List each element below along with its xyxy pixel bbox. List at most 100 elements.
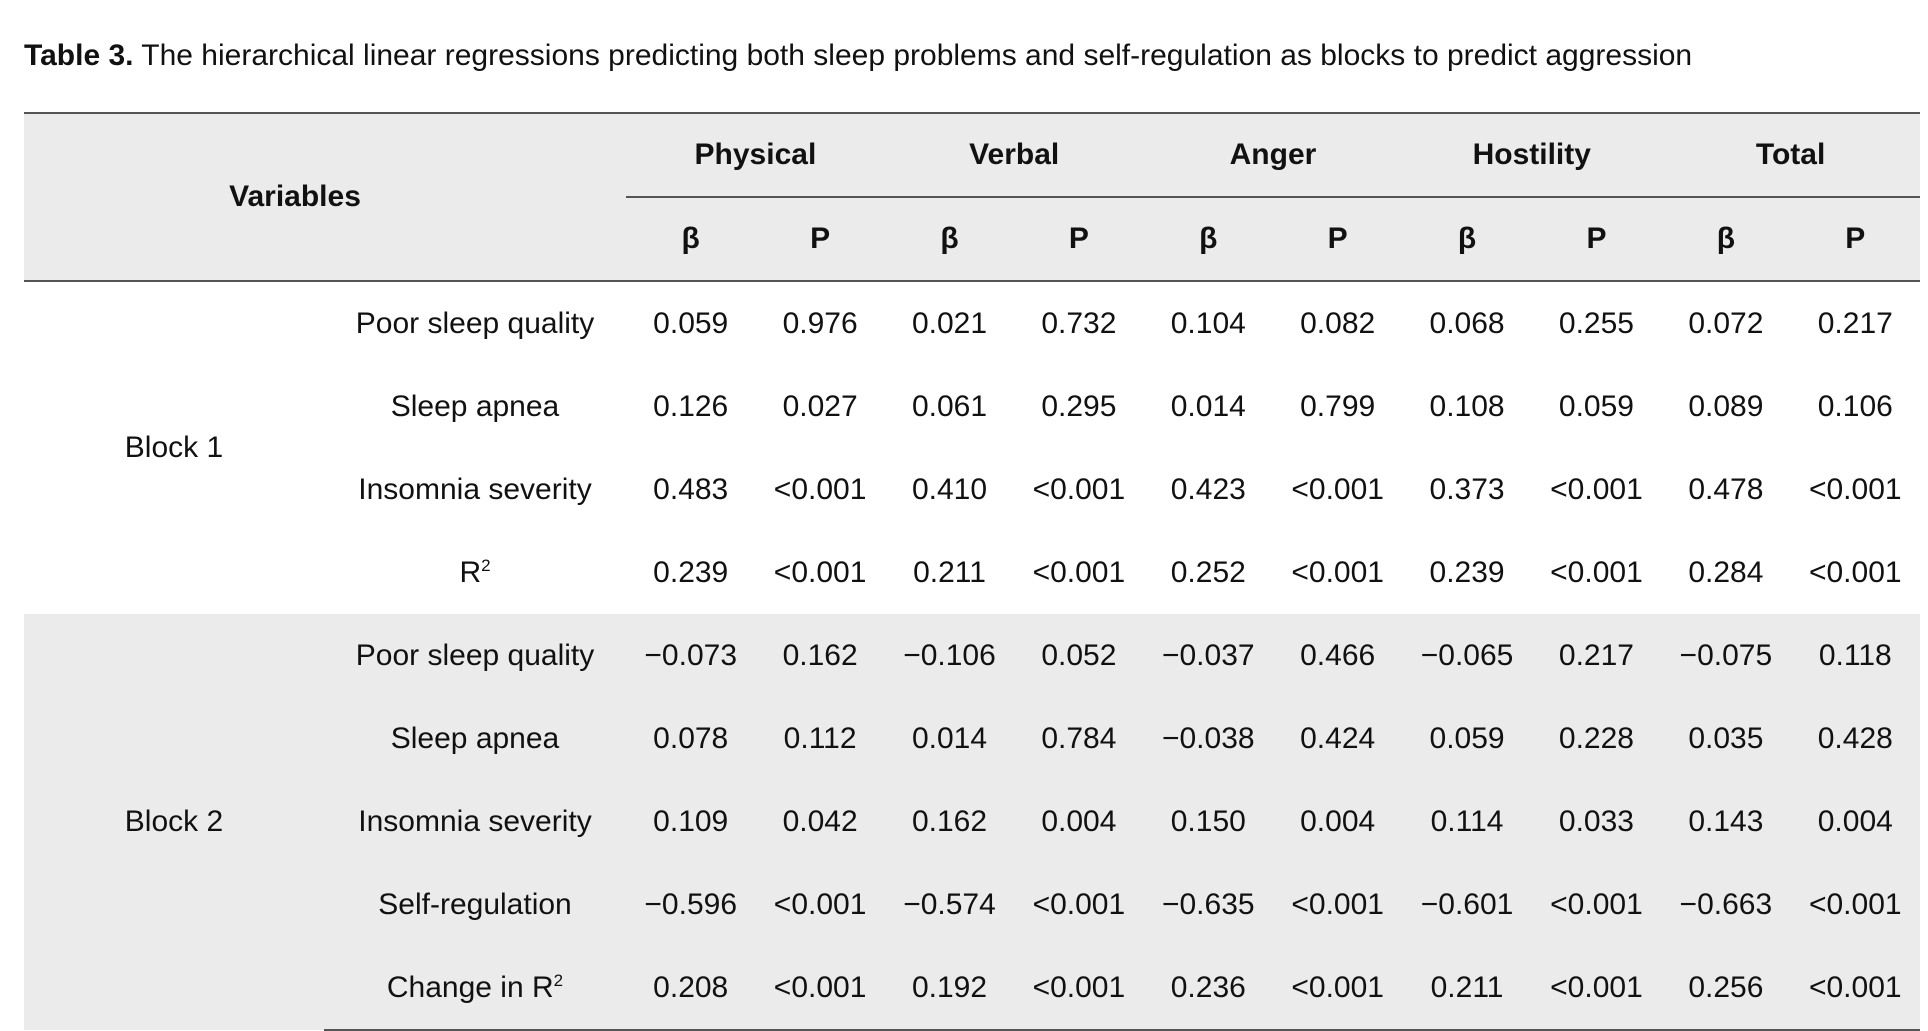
- beta-value: −0.106: [903, 638, 996, 672]
- regression-table: Variables Physical Verbal Anger Hostilit…: [24, 112, 1920, 1031]
- beta-value: 0.072: [1688, 306, 1764, 340]
- caption-text: The hierarchical linear regressions pred…: [133, 39, 1693, 72]
- table-row: Sleep apnea 0.126 0.027 0.061 0.295 0.014 0.79…: [24, 365, 1920, 448]
- p-value: <0.001: [773, 472, 867, 506]
- variable-label: Poor sleep quality: [324, 281, 626, 365]
- variable-name: Poor sleep quality: [355, 306, 595, 340]
- p-value: <0.001: [1808, 887, 1902, 921]
- beta-value: 0.373: [1429, 472, 1505, 506]
- table-caption: Table 3. The hierarchical linear regress…: [24, 34, 1904, 78]
- beta-header: β: [1457, 222, 1477, 255]
- variable-name: Sleep apnea: [390, 389, 560, 423]
- p-header: P: [1068, 222, 1089, 255]
- p-value: <0.001: [773, 555, 867, 589]
- p-value: 0.106: [1817, 389, 1893, 423]
- p-value: 0.799: [1300, 389, 1376, 423]
- p-value: 0.033: [1558, 804, 1634, 838]
- beta-value: −0.073: [644, 638, 737, 672]
- table-row: Block 1 Poor sleep quality 0.059 0.976 0.021…: [24, 281, 1920, 465]
- p-header: P: [1327, 222, 1348, 255]
- group-header-anger: Anger: [1143, 113, 1403, 198]
- p-header: P: [1845, 222, 1866, 255]
- variable-label: R2: [324, 531, 626, 614]
- beta-value: 0.236: [1143, 946, 1273, 1031]
- beta-value: 0.021: [911, 306, 988, 340]
- p-value: <0.001: [755, 946, 885, 1031]
- p-value: 0.466: [1300, 638, 1376, 672]
- variable-label: Sleep apnea: [324, 697, 626, 780]
- caption-label: Table 3.: [24, 39, 134, 72]
- variable-name: R: [459, 555, 482, 589]
- variable-name: Change in R: [386, 970, 554, 1004]
- beta-value: 0.211: [1402, 946, 1532, 1031]
- p-header: P: [810, 222, 831, 255]
- variable-label: Sleep apnea: [324, 365, 626, 448]
- p-value: 0.295: [1041, 389, 1117, 423]
- block-2-body: Block 2 Poor sleep quality −0.073 0.162 −0.1…: [24, 614, 1920, 1031]
- beta-value: −0.601: [1420, 887, 1514, 921]
- variable-name: Poor sleep quality: [355, 638, 595, 672]
- beta-value: 0.211: [913, 555, 986, 589]
- table-row: R2 0.239 <0.001 0.211 <0.001 0.252 <0.001 0.239…: [24, 531, 1920, 614]
- p-value: 0.004: [1300, 804, 1376, 838]
- superscript: 2: [481, 555, 491, 575]
- p-value: 0.162: [782, 638, 858, 672]
- beta-value: 0.410: [911, 472, 988, 506]
- beta-value: −0.596: [644, 887, 737, 921]
- p-value: <0.001: [1790, 946, 1920, 1031]
- beta-value: 0.150: [1170, 804, 1246, 838]
- variable-name: Sleep apnea: [390, 721, 560, 755]
- beta-header: β: [1716, 222, 1735, 255]
- p-value: 0.228: [1558, 721, 1634, 755]
- variable-label: Change in R2: [324, 946, 627, 1031]
- p-value: <0.001: [773, 887, 867, 921]
- beta-value: −0.065: [1420, 638, 1514, 672]
- beta-value: 0.478: [1688, 472, 1764, 506]
- beta-value: 0.059: [653, 306, 729, 340]
- variable-label: Self-regulation: [324, 863, 626, 946]
- beta-value: 0.078: [653, 721, 729, 755]
- p-value: 0.976: [782, 306, 858, 340]
- p-value: 0.112: [783, 721, 857, 755]
- p-value: <0.001: [1808, 555, 1902, 589]
- variables-header: Variables: [229, 180, 361, 213]
- group-header-physical: Physical: [626, 113, 885, 198]
- p-value: <0.001: [1272, 946, 1403, 1031]
- beta-value: 0.143: [1688, 804, 1764, 838]
- beta-value: 0.061: [911, 389, 988, 423]
- beta-header: β: [940, 222, 959, 255]
- beta-value: 0.483: [653, 472, 729, 506]
- beta-value: 0.256: [1661, 946, 1791, 1031]
- beta-value: −0.037: [1161, 638, 1255, 672]
- beta-value: 0.162: [911, 804, 988, 838]
- table-row: Insomnia severity 0.109 0.042 0.162 0.004 0.1…: [24, 780, 1920, 863]
- group-header-hostility: Hostility: [1402, 113, 1662, 198]
- p-value: 0.118: [1818, 638, 1892, 672]
- p-value: <0.001: [1808, 472, 1902, 506]
- p-value: <0.001: [1291, 472, 1384, 506]
- block-label: Block 1: [124, 431, 224, 464]
- p-value: 0.027: [782, 389, 858, 423]
- beta-value: −0.038: [1161, 721, 1255, 755]
- p-value: 0.428: [1817, 721, 1893, 755]
- block-1-body: Block 1 Poor sleep quality 0.059 0.976 0.021…: [24, 281, 1920, 614]
- block-label: Block 2: [124, 805, 224, 838]
- beta-header: β: [1199, 222, 1218, 255]
- table-row: Self-regulation −0.596 <0.001 −0.574 <0.001 −…: [24, 863, 1920, 946]
- table-row: Block 2 Poor sleep quality −0.073 0.162 −0.1…: [24, 614, 1920, 839]
- p-value: 0.255: [1558, 306, 1634, 340]
- beta-value: 0.014: [911, 721, 988, 755]
- p-value: <0.001: [1014, 946, 1144, 1031]
- beta-value: 0.014: [1170, 389, 1246, 423]
- group-header-total: Total: [1661, 113, 1920, 198]
- table-row: Change in R2 0.208 <0.001 0.192 <0.001 0.236 <…: [24, 946, 1920, 1031]
- variable-label: Insomnia severity: [324, 448, 626, 531]
- beta-value: −0.574: [903, 887, 996, 921]
- beta-value: 0.068: [1429, 306, 1505, 340]
- p-value: 0.059: [1558, 389, 1634, 423]
- variable-name: Insomnia severity: [358, 472, 592, 506]
- table-header: Variables Physical Verbal Anger Hostilit…: [24, 113, 1920, 281]
- variable-name: Self-regulation: [378, 887, 572, 921]
- regression-table-container: Variables Physical Verbal Anger Hostilit…: [24, 112, 1920, 1031]
- beta-value: 0.423: [1170, 472, 1246, 506]
